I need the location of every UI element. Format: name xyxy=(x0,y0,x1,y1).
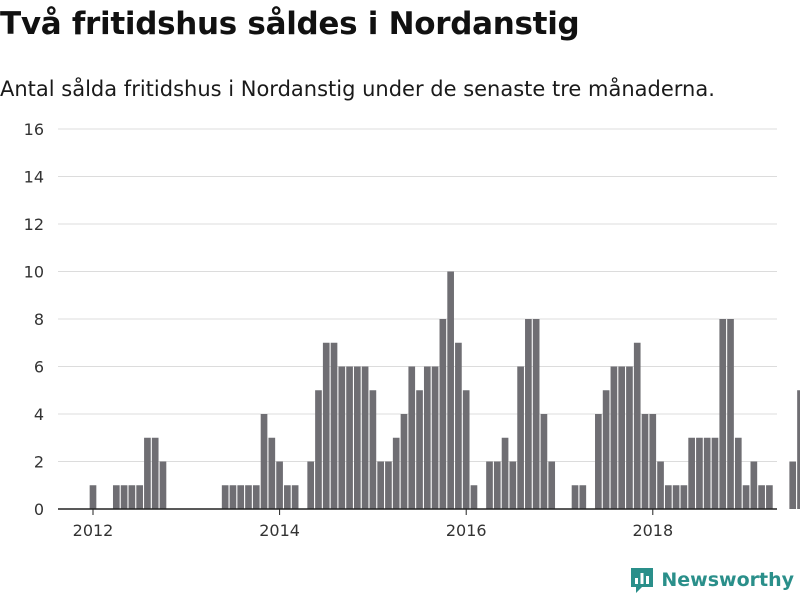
bar xyxy=(711,437,719,509)
bar xyxy=(595,414,602,509)
bar xyxy=(221,485,229,509)
bar xyxy=(742,485,750,509)
bar xyxy=(385,461,392,509)
bar xyxy=(392,437,400,509)
bar xyxy=(431,366,439,509)
bar xyxy=(354,366,361,509)
bar xyxy=(361,366,369,509)
y-tick-label: 8 xyxy=(34,310,44,329)
bar xyxy=(517,366,524,509)
bar xyxy=(649,414,657,509)
chart-title: Två fritidshus såldes i Nordanstig xyxy=(0,6,580,42)
x-tick-label: 2014 xyxy=(259,521,300,540)
bar xyxy=(416,390,423,509)
y-tick-label: 10 xyxy=(24,263,44,282)
bar xyxy=(315,390,322,509)
bar xyxy=(641,414,649,509)
bar xyxy=(618,366,626,509)
bar xyxy=(696,437,703,509)
bar xyxy=(159,461,167,509)
bar xyxy=(727,319,734,509)
bar xyxy=(501,437,509,509)
bar xyxy=(455,342,462,509)
y-tick-label: 6 xyxy=(34,358,44,377)
bar xyxy=(571,485,579,509)
bar xyxy=(151,437,159,509)
bar xyxy=(136,485,143,509)
bar xyxy=(408,366,416,509)
bar xyxy=(509,461,517,509)
y-tick-label: 12 xyxy=(24,215,44,234)
bar xyxy=(797,390,800,509)
bar xyxy=(128,485,136,509)
y-tick-label: 2 xyxy=(34,453,44,472)
bar xyxy=(346,366,353,509)
bar xyxy=(688,437,695,509)
bar xyxy=(703,437,711,509)
bar xyxy=(664,485,672,509)
bar xyxy=(89,485,97,509)
newsworthy-logo: Newsworthy xyxy=(629,566,794,594)
bar xyxy=(680,485,688,509)
x-axis-ticks: 20122014201620182020202220242026 xyxy=(73,509,673,540)
bar xyxy=(486,461,493,509)
y-tick-label: 0 xyxy=(34,500,44,519)
bar xyxy=(579,485,587,509)
bar xyxy=(400,414,408,509)
bar xyxy=(144,437,151,509)
bar xyxy=(260,414,268,509)
bar xyxy=(237,485,245,509)
chart-subtitle: Antal sålda fritidshus i Nordanstig unde… xyxy=(0,77,715,101)
bar xyxy=(548,461,556,509)
bar xyxy=(112,485,120,509)
bar xyxy=(610,366,618,509)
bar xyxy=(789,461,797,509)
y-tick-label: 16 xyxy=(24,120,44,139)
bar xyxy=(672,485,680,509)
bar xyxy=(245,485,252,509)
bar xyxy=(626,366,633,509)
bar xyxy=(719,319,727,509)
bar xyxy=(276,461,283,509)
bar xyxy=(284,485,291,509)
bar xyxy=(470,485,478,509)
bar xyxy=(322,342,330,509)
bar xyxy=(493,461,501,509)
bar xyxy=(657,461,664,509)
bar xyxy=(633,342,641,509)
x-tick-label: 2016 xyxy=(446,521,487,540)
y-tick-label: 4 xyxy=(34,405,44,424)
x-tick-label: 2018 xyxy=(632,521,673,540)
bar xyxy=(525,319,532,509)
bar xyxy=(462,390,470,509)
bar xyxy=(439,319,447,509)
bar xyxy=(252,485,260,509)
brand-name: Newsworthy xyxy=(661,569,794,591)
bar xyxy=(229,485,237,509)
bar xyxy=(602,390,610,509)
bar xyxy=(330,342,338,509)
bar xyxy=(540,414,548,509)
bar xyxy=(120,485,128,509)
bar xyxy=(532,319,540,509)
bar xyxy=(758,485,765,509)
x-tick-label: 2012 xyxy=(73,521,114,540)
bar xyxy=(766,485,773,509)
y-axis-ticks: 0 2 4 6 8 10 12 14 16 xyxy=(24,120,44,519)
bar xyxy=(734,437,742,509)
bar xyxy=(377,461,384,509)
bar xyxy=(338,366,346,509)
bar xyxy=(447,271,454,509)
bar-chart-speech-bubble-icon xyxy=(631,568,654,593)
bar xyxy=(423,366,431,509)
bar xyxy=(750,461,758,509)
bar xyxy=(307,461,315,509)
y-tick-label: 14 xyxy=(24,168,44,187)
bar xyxy=(369,390,377,509)
bar xyxy=(268,437,276,509)
bar xyxy=(291,485,299,509)
bars xyxy=(89,271,800,509)
grid-lines xyxy=(58,128,777,462)
